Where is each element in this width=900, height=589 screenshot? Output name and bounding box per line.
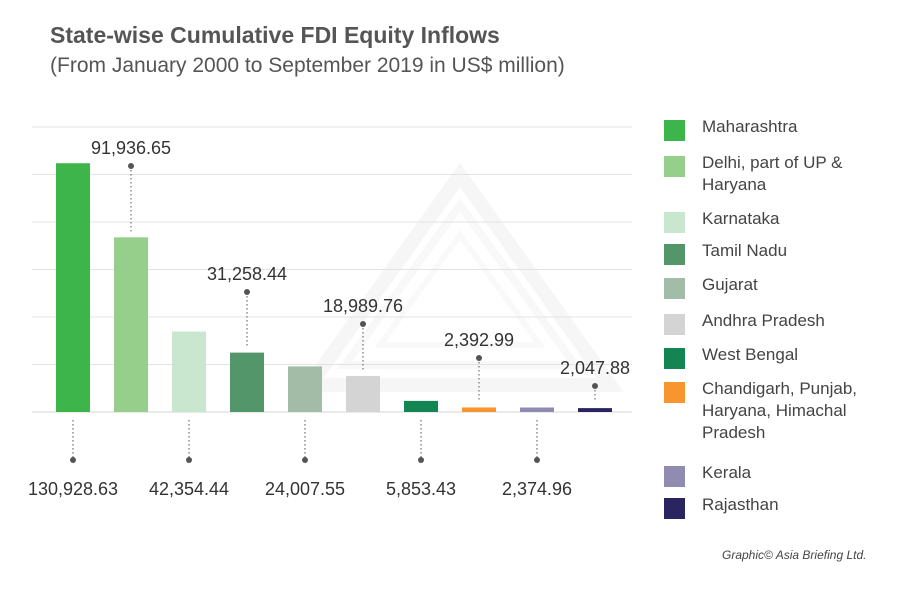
label-leaders [70,163,598,463]
legend-swatch [664,348,685,369]
legend-label: Chandigarh, Punjab, Haryana, Himachal Pr… [702,379,858,442]
label-dot [534,457,540,463]
legend-label: Rajasthan [702,495,779,514]
label-dot [186,457,192,463]
data-label: 130,928.63 [28,479,118,499]
legend-swatch [664,212,685,233]
legend-swatch [664,156,685,177]
label-dot [128,163,134,169]
legend-label: Karnataka [702,209,780,228]
bar [462,407,496,412]
data-label: 5,853.43 [386,479,456,499]
watermark-logo [296,162,624,392]
label-dot [476,355,482,361]
legend-swatch [664,382,685,403]
data-label: 31,258.44 [207,264,287,284]
chart-title: State-wise Cumulative FDI Equity Inflows [50,22,500,48]
bar [114,237,148,412]
data-label: 2,374.96 [502,479,572,499]
credit-text: Graphic© Asia Briefing Ltd. [722,548,867,562]
bar [346,375,380,412]
bar [404,400,438,412]
bar [520,407,554,412]
label-dot [592,383,598,389]
legend-swatch [664,120,685,141]
data-labels: 130,928.63 91,936.65 42,354.44 31,258.44 24,… [28,138,630,499]
legend-label: Kerala [702,463,752,482]
legend-label: Maharashtra [702,117,798,136]
bar [56,163,90,412]
chart-subtitle: (From January 2000 to September 2019 in … [50,54,565,77]
data-label: 18,989.76 [323,296,403,316]
data-label: 24,007.55 [265,479,345,499]
bar [578,408,612,412]
legend-label: Tamil Nadu [702,241,788,260]
bar [230,352,264,412]
legend-label: Delhi, part of UP & Haryana [702,153,843,194]
legend-swatch [664,278,685,299]
data-label: 42,354.44 [149,479,229,499]
bar [288,366,322,412]
bar-chart: 130,928.63 91,936.65 42,354.44 31,258.44 24,… [28,126,632,499]
label-dot [360,321,366,327]
legend-label: West Bengal [702,345,799,364]
legend-swatch [664,466,685,487]
label-dot [302,457,308,463]
legend-swatch [664,244,685,265]
data-label: 91,936.65 [91,138,171,158]
label-dot [418,457,424,463]
legend-label: Gujarat [702,275,758,294]
data-label: 2,392.99 [444,330,514,350]
bars [56,163,612,412]
data-label: 2,047.88 [560,358,630,378]
legend-swatch [664,498,685,519]
label-dot [244,289,250,295]
label-dot [70,457,76,463]
legend-label: Andhra Pradesh [702,311,825,330]
legend-swatch [664,314,685,335]
bar [172,331,206,412]
